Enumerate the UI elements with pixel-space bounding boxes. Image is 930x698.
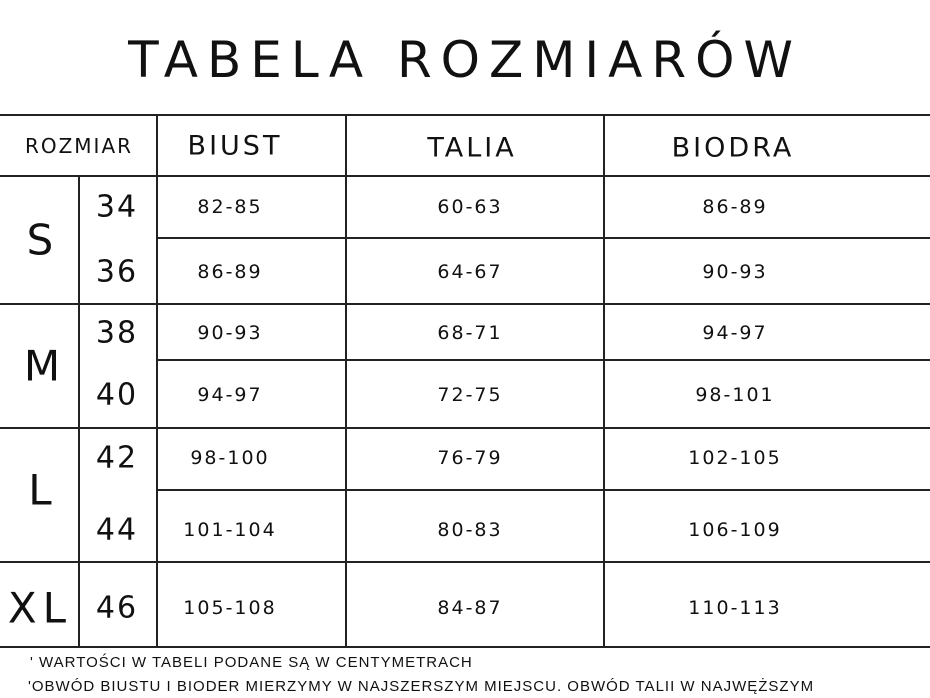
cell-waist: 76-79 [437, 447, 503, 469]
size-number: 38 [95, 315, 139, 351]
cell-hips: 94-97 [702, 322, 768, 344]
size-letter: M [23, 341, 61, 391]
cell-hips: 106-109 [688, 519, 782, 541]
size-letter: S [26, 215, 54, 265]
cell-bust: 86-89 [197, 261, 263, 283]
size-letter: XL [7, 583, 73, 633]
cell-bust: 90-93 [197, 322, 263, 344]
note: ' WARTOŚCI W TABELI PODANE SĄ W CENTYMET… [30, 654, 473, 671]
header-bust: BIUST [187, 130, 283, 162]
cell-bust: 94-97 [197, 384, 263, 406]
cell-hips: 90-93 [702, 261, 768, 283]
cell-hips: 102-105 [688, 447, 782, 469]
header-waist: TALIA [427, 132, 517, 164]
size-number: 34 [95, 189, 139, 225]
cell-hips: 86-89 [702, 196, 768, 218]
note: 'OBWÓD BIUSTU I BIODER MIERZYMY W NAJSZE… [28, 678, 815, 695]
size-number: 40 [95, 377, 139, 413]
size-number: 44 [95, 512, 139, 548]
cell-hips: 110-113 [688, 597, 782, 619]
cell-waist: 60-63 [437, 196, 503, 218]
header-size: ROZMIAR [24, 134, 134, 158]
cell-bust: 105-108 [183, 597, 277, 619]
cell-bust: 101-104 [183, 519, 277, 541]
cell-bust: 98-100 [190, 447, 270, 469]
size-letter: L [28, 465, 52, 515]
size-number: 36 [95, 254, 139, 290]
cell-hips: 98-101 [695, 384, 775, 406]
cell-bust: 82-85 [197, 196, 263, 218]
page-title: TABELA ROZMIARÓW [128, 31, 802, 89]
size-number: 42 [95, 440, 139, 476]
cell-waist: 80-83 [437, 519, 503, 541]
cell-waist: 72-75 [437, 384, 503, 406]
cell-waist: 68-71 [437, 322, 503, 344]
cell-waist: 84-87 [437, 597, 503, 619]
header-hips: BIODRA [671, 132, 795, 164]
cell-waist: 64-67 [437, 261, 503, 283]
size-number: 46 [95, 590, 139, 626]
